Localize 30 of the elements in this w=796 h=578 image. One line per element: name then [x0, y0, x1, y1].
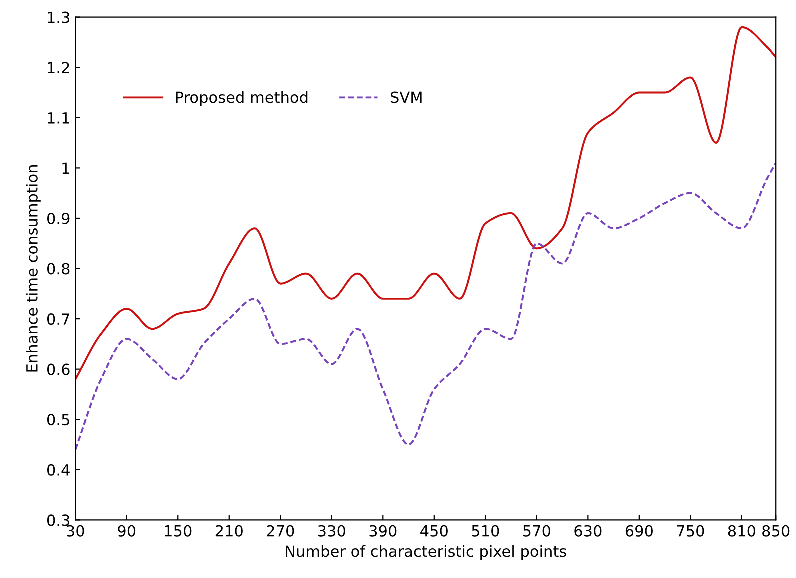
x-tick-label: 30: [67, 525, 84, 537]
y-tick-label: 1.3: [48, 12, 70, 24]
x-tick-label: 210: [216, 525, 243, 537]
y-axis-title: Enhance time consumption: [26, 166, 41, 372]
x-tick-label: 810: [728, 525, 756, 537]
x-axis-title: Number of characteristic pixel points: [286, 545, 566, 560]
x-tick-label: 690: [626, 525, 653, 537]
x-tick-label: 150: [165, 525, 192, 537]
y-tick-label: 0.8: [47, 263, 70, 275]
y-tick-label: 0.6: [47, 364, 70, 376]
x-tick-label: 570: [524, 525, 550, 537]
x-tick-label: 90: [118, 525, 136, 537]
y-tick-label: 0.7: [47, 314, 70, 326]
x-tick-label: 850: [762, 525, 790, 537]
legend-label: SVM: [390, 92, 422, 104]
x-tick-label: 630: [574, 525, 602, 537]
y-tick-label: 1.2: [48, 62, 70, 74]
y-tick-label: 0.9: [47, 212, 70, 225]
y-tick-label: 1.1: [48, 112, 70, 124]
y-tick-label: 0.4: [47, 464, 70, 476]
x-tick-label: 390: [370, 525, 397, 537]
x-tick-label: 270: [267, 525, 294, 537]
legend-label: Proposed method: [176, 91, 308, 106]
x-tick-label: 510: [472, 525, 500, 537]
y-tick-label: 0.5: [47, 414, 70, 426]
y-tick-label: 0.3: [47, 514, 70, 526]
y-tick-label: 1: [62, 162, 70, 174]
x-tick-label: 750: [677, 525, 704, 537]
x-tick-label: 450: [420, 525, 448, 537]
x-tick-label: 330: [318, 525, 346, 537]
